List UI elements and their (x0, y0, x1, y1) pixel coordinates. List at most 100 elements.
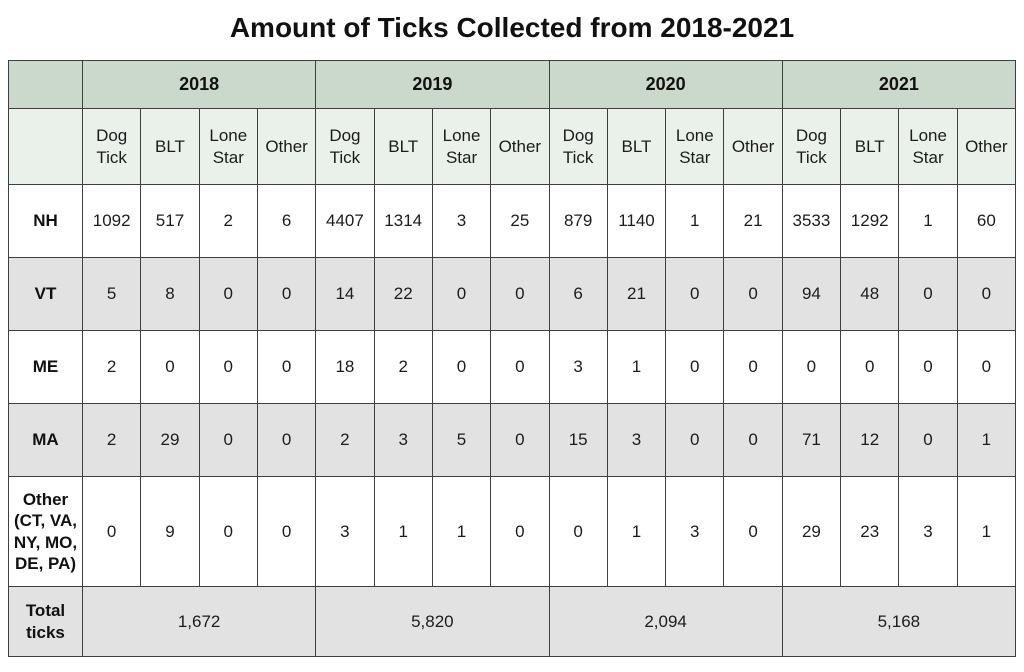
data-cell: 0 (431, 330, 492, 404)
data-cell: 2 (315, 403, 375, 477)
tick-type-header: Other (723, 108, 783, 185)
total-cell-2018: 1,672 (81, 586, 317, 657)
page-title: Amount of Ticks Collected from 2018-2021 (229, 12, 795, 43)
tick-type-header: Lone Star (898, 108, 958, 185)
data-cell: 0 (490, 403, 550, 477)
tick-type-header: Lone Star (665, 108, 725, 185)
data-cell: 1 (373, 476, 433, 587)
data-cell: 3 (373, 403, 433, 477)
row-label: ME (8, 330, 83, 404)
data-cell: 3 (665, 476, 725, 587)
data-cell: 1 (431, 476, 492, 587)
data-cell: 2 (198, 184, 258, 258)
data-cell: 9 (140, 476, 200, 587)
data-cell: 0 (898, 330, 958, 404)
year-header-2018: 2018 (81, 60, 317, 109)
data-cell: 0 (723, 403, 783, 477)
year-header-2021: 2021 (781, 60, 1017, 109)
data-cell: 3 (548, 330, 608, 404)
table-row-other-states: Other (CT, VA, NY, MO, DE, PA) 0 9 0 0 3… (8, 476, 1017, 587)
data-cell: 3 (606, 403, 667, 477)
data-cell: 1 (606, 330, 667, 404)
data-cell: 1 (665, 184, 725, 258)
data-cell: 0 (256, 330, 317, 404)
data-cell: 29 (781, 476, 842, 587)
data-cell: 15 (548, 403, 608, 477)
data-cell: 3533 (781, 184, 842, 258)
data-cell: 8 (140, 257, 200, 331)
table-row-me: ME 2 0 0 0 18 2 0 0 3 1 0 0 0 0 0 0 (8, 330, 1017, 404)
data-cell: 21 (606, 257, 667, 331)
year-header-row: 2018 2019 2020 2021 (8, 60, 1017, 109)
data-cell: 3 (431, 184, 492, 258)
data-cell: 0 (198, 257, 258, 331)
data-cell: 0 (723, 476, 783, 587)
data-cell: 14 (315, 257, 375, 331)
tick-type-header: Dog Tick (548, 108, 608, 185)
data-cell: 23 (840, 476, 900, 587)
data-cell: 0 (665, 330, 725, 404)
year-header-2020: 2020 (548, 60, 783, 109)
data-cell: 0 (81, 476, 142, 587)
tick-type-header: BLT (140, 108, 200, 185)
data-cell: 1292 (840, 184, 900, 258)
data-cell: 2 (81, 403, 142, 477)
tick-type-header: BLT (840, 108, 900, 185)
data-cell: 22 (373, 257, 433, 331)
total-cell-2021: 5,168 (781, 586, 1017, 657)
tick-type-header: Other (490, 108, 550, 185)
data-cell: 0 (723, 257, 783, 331)
row-label: Other (CT, VA, NY, MO, DE, PA) (8, 476, 83, 587)
data-cell: 0 (665, 403, 725, 477)
table-row-vt: VT 5 8 0 0 14 22 0 0 6 21 0 0 94 48 0 0 (8, 257, 1017, 331)
data-cell: 0 (956, 330, 1017, 404)
tick-type-header: Dog Tick (315, 108, 375, 185)
data-cell: 517 (140, 184, 200, 258)
data-cell: 0 (490, 257, 550, 331)
data-cell: 0 (840, 330, 900, 404)
data-cell: 0 (781, 330, 842, 404)
data-cell: 6 (256, 184, 317, 258)
tick-type-header: Other (956, 108, 1017, 185)
table-row-ma: MA 2 29 0 0 2 3 5 0 15 3 0 0 71 12 0 1 (8, 403, 1017, 477)
tick-type-header: Dog Tick (81, 108, 142, 185)
data-cell: 1314 (373, 184, 433, 258)
total-row: Total ticks 1,672 5,820 2,094 5,168 (8, 586, 1017, 657)
data-cell: 0 (490, 330, 550, 404)
data-cell: 0 (548, 476, 608, 587)
row-label: NH (8, 184, 83, 258)
row-label: Total ticks (8, 586, 83, 657)
data-cell: 0 (431, 257, 492, 331)
data-cell: 21 (723, 184, 783, 258)
data-cell: 2 (81, 330, 142, 404)
tick-type-header: Other (256, 108, 317, 185)
data-cell: 1092 (81, 184, 142, 258)
data-cell: 2 (373, 330, 433, 404)
data-cell: 1140 (606, 184, 667, 258)
data-cell: 1 (956, 403, 1017, 477)
data-cell: 0 (140, 330, 200, 404)
data-cell: 0 (956, 257, 1017, 331)
data-cell: 5 (81, 257, 142, 331)
tick-type-header: Lone Star (431, 108, 492, 185)
data-cell: 0 (898, 403, 958, 477)
total-cell-2019: 5,820 (315, 586, 550, 657)
data-cell: 0 (256, 403, 317, 477)
tick-type-header: Dog Tick (781, 108, 842, 185)
data-cell: 18 (315, 330, 375, 404)
total-cell-2020: 2,094 (548, 586, 783, 657)
tick-type-header: BLT (606, 108, 667, 185)
data-cell: 3 (898, 476, 958, 587)
tick-type-header: Lone Star (198, 108, 258, 185)
data-cell: 0 (898, 257, 958, 331)
data-cell: 4407 (315, 184, 375, 258)
year-header-2019: 2019 (315, 60, 550, 109)
data-cell: 1 (898, 184, 958, 258)
corner-cell (8, 60, 83, 109)
data-cell: 0 (198, 330, 258, 404)
data-cell: 0 (256, 257, 317, 331)
corner-cell (8, 108, 83, 185)
tick-type-header-row: Dog Tick BLT Lone Star Other Dog Tick BL… (8, 108, 1017, 185)
data-cell: 25 (490, 184, 550, 258)
